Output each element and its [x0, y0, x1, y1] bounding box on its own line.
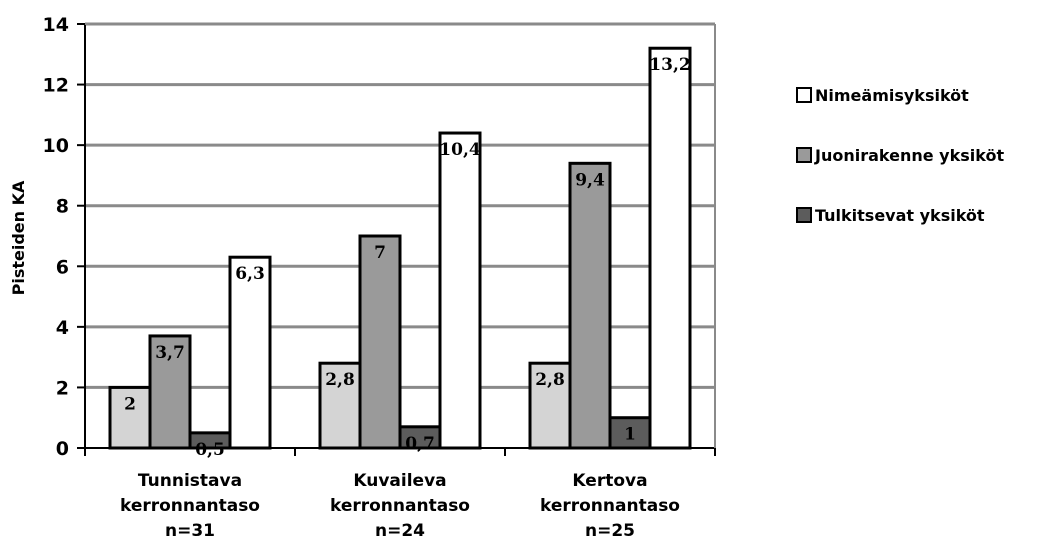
- bar: [648, 46, 692, 450]
- data-label: 7: [374, 243, 386, 263]
- category-label-line: kerronnantaso: [120, 496, 260, 516]
- y-axis-label: Pisteiden KA: [9, 180, 28, 295]
- data-label: 2,8: [535, 370, 565, 390]
- axes: [84, 23, 716, 456]
- legend: Nimeämisyksiköt Juonirakenne yksiköt Tulki…: [796, 86, 1004, 225]
- y-tick-label: 10: [43, 135, 69, 157]
- data-label: 6,3: [235, 264, 265, 284]
- legend-swatch: [796, 207, 812, 223]
- category-label-line: n=31: [165, 521, 215, 541]
- data-label: 13,2: [649, 55, 690, 75]
- bar: [228, 255, 272, 450]
- legend-label: Tulkitsevat yksiköt: [815, 206, 985, 225]
- data-label: 2: [124, 394, 136, 414]
- category-label: Kuvaileva kerronnantaso n=24: [330, 471, 470, 541]
- bar: [358, 234, 402, 450]
- y-tick-label: 8: [56, 196, 69, 218]
- category-label-line: Kuvaileva: [353, 471, 446, 491]
- bar: [148, 334, 192, 450]
- data-label: 0,7: [405, 434, 435, 454]
- y-tick-label: 6: [56, 256, 69, 278]
- category-label: Kertova kerronnantaso n=25: [540, 471, 680, 541]
- data-label: 1: [624, 425, 636, 445]
- category-label-line: kerronnantaso: [540, 496, 680, 516]
- bars: [108, 46, 692, 450]
- category-label-line: Kertova: [572, 471, 647, 491]
- legend-label: Nimeämisyksiköt: [815, 86, 969, 105]
- y-tick-label: 14: [43, 14, 69, 36]
- bar: [438, 131, 482, 450]
- y-tick-label: 2: [56, 377, 69, 399]
- category-label: Tunnistava kerronnantaso n=31: [120, 471, 260, 541]
- category-label-line: n=25: [585, 521, 635, 541]
- data-label: 10,4: [439, 140, 481, 160]
- data-label: 0,5: [195, 440, 225, 460]
- y-tick-label: 0: [56, 438, 69, 460]
- legend-swatch: [796, 147, 812, 163]
- data-label: 3,7: [155, 343, 185, 363]
- bar: [108, 385, 152, 450]
- legend-label: Juonirakenne yksiköt: [814, 146, 1004, 165]
- data-label: 9,4: [575, 170, 605, 190]
- bar: [528, 361, 572, 450]
- legend-swatch: [796, 87, 812, 103]
- category-label-line: n=24: [375, 521, 425, 541]
- category-label-line: Tunnistava: [138, 471, 242, 491]
- y-tick-label: 12: [43, 75, 69, 97]
- bar: [568, 161, 612, 450]
- data-label: 2,8: [325, 370, 355, 390]
- category-label-line: kerronnantaso: [330, 496, 470, 516]
- y-axis-ticks: 0 2 4 6 8 10 12 14: [43, 14, 85, 460]
- category-labels: Tunnistava kerronnantaso n=31 Kuvaileva kerr…: [120, 471, 680, 541]
- y-tick-label: 4: [56, 317, 69, 339]
